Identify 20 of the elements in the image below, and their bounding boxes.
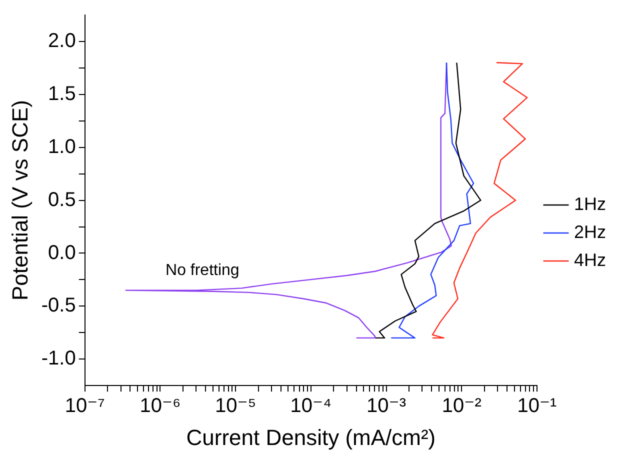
x-tick-label: 10⁻⁵ — [215, 395, 256, 418]
y-tick-label: 1.5 — [48, 82, 76, 105]
legend-label: 1Hz — [574, 194, 606, 214]
y-tick-label: -1.0 — [41, 348, 76, 370]
legend-label: 4Hz — [574, 250, 606, 270]
x-tick-label: 10⁻⁴ — [290, 395, 332, 418]
x-tick-label: 10⁻⁶ — [140, 395, 181, 418]
x-tick-label: 10⁻¹ — [517, 395, 558, 418]
y-tick-label: 2.0 — [48, 30, 76, 52]
y-tick-label: 0.5 — [48, 188, 76, 211]
y-axis-title: Potential (V vs SCE) — [7, 100, 32, 301]
x-tick-label: 10⁻² — [442, 395, 482, 418]
y-tick-label: -0.5 — [41, 294, 76, 317]
legend-label: 2Hz — [574, 222, 606, 242]
x-tick-label: 10⁻⁷ — [64, 395, 105, 418]
y-tick-label: 0.0 — [48, 242, 76, 264]
y-tick-label: 1.0 — [48, 136, 76, 158]
x-axis-title: Current Density (mA/cm²) — [186, 424, 436, 450]
annotation: No fretting — [166, 262, 240, 280]
x-tick-label: 10⁻³ — [366, 395, 406, 418]
